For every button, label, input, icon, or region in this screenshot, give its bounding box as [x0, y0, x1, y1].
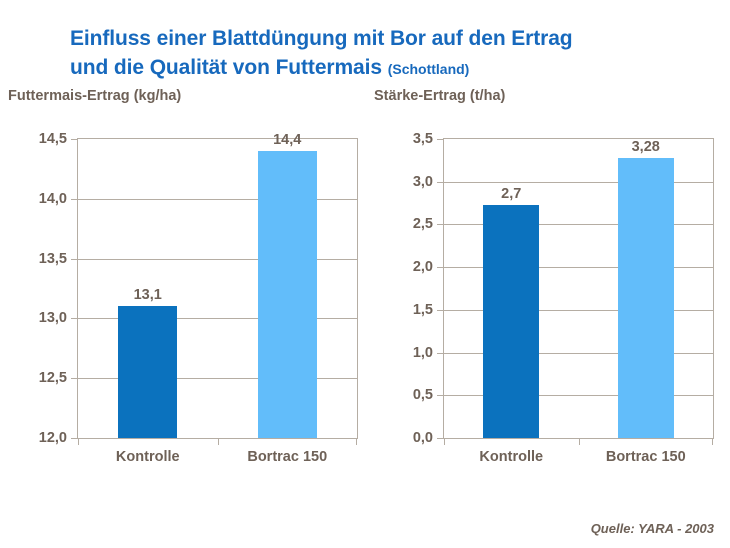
category-tick: [217, 438, 219, 445]
gridline: [78, 378, 357, 380]
gridline: [444, 309, 713, 311]
title-region: (Schottland): [387, 61, 470, 77]
y-axis-tick-label: 12,5: [39, 370, 78, 386]
y-axis-tick-label: 1,5: [413, 302, 444, 318]
title-line-1: Einfluss einer Blattdüngung mit Bor auf …: [70, 27, 573, 50]
gridline: [78, 318, 357, 320]
plot-area: Kontrolle Bortrac 150 12,0 12,5 13,0 13,5 14,…: [39, 131, 358, 465]
gridline: [444, 181, 713, 183]
chart-staerke-ertrag: Stärke-Ertrag (t/ha) Kontrolle Bortrac 15…: [372, 88, 720, 491]
plot-area: Kontrolle Bortrac 150 0,0 0,5 1,0 1,5 2,0 2,5 3…: [413, 131, 714, 465]
category-axis: Kontrolle Bortrac 150: [78, 438, 357, 490]
source-note: Quelle: YARA - 2003: [590, 521, 714, 536]
page-title: Einfluss einer Blattdüngung mit Bor auf …: [70, 24, 700, 84]
y-axis-tick-label: 14,5: [39, 131, 78, 147]
y-axis-tick-label: 3,5: [413, 131, 444, 147]
y-axis-tick-label: 3,0: [413, 174, 444, 190]
gridline: [444, 224, 713, 226]
chart-title: Stärke-Ertrag (t/ha): [374, 88, 506, 104]
gridline: [444, 395, 713, 397]
category-tick: [78, 438, 79, 445]
title-line-2: und die Qualität von Futtermais: [70, 56, 382, 79]
gridline: [78, 198, 357, 200]
category-label: Bortrac 150: [247, 449, 328, 465]
gridline: [444, 267, 713, 269]
y-axis-tick-label: 0,0: [413, 430, 444, 446]
y-axis-tick-label: 1,0: [413, 345, 444, 361]
category-tick: [444, 438, 445, 445]
bar-value-label: 14,4: [273, 131, 302, 148]
bar-value-label: 13,1: [133, 287, 162, 304]
category-label: Kontrolle: [479, 449, 544, 465]
bar-value-label: 3,28: [631, 138, 660, 155]
bar-bortrac-150: 14,4: [257, 132, 317, 438]
category-axis: Kontrolle Bortrac 150: [444, 438, 713, 490]
bar-kontrolle: 2,7: [483, 186, 540, 438]
chart-futtermais-ertrag: Futtermais-Ertrag (kg/ha) Kontrolle Bortr…: [6, 88, 358, 491]
y-axis-tick-label: 0,5: [413, 387, 444, 403]
y-axis-tick-label: 14,0: [39, 191, 78, 207]
y-axis-tick-label: 12,0: [39, 430, 78, 446]
bar-bortrac-150: 3,28: [617, 139, 674, 438]
gridline: [444, 352, 713, 354]
category-tick: [578, 438, 580, 445]
y-axis-tick-label: 13,5: [39, 251, 78, 267]
category-label: Kontrolle: [115, 449, 180, 465]
category-tick: [712, 438, 713, 445]
category-tick: [356, 438, 357, 445]
gridline: [78, 258, 357, 260]
y-axis-tick-label: 13,0: [39, 310, 78, 326]
bar-kontrolle: 13,1: [118, 287, 178, 438]
category-label: Bortrac 150: [605, 449, 686, 465]
y-axis-tick-label: 2,0: [413, 259, 444, 275]
bar-value-label: 2,7: [501, 185, 522, 202]
chart-title: Futtermais-Ertrag (kg/ha): [8, 88, 182, 104]
y-axis-tick-label: 2,5: [413, 216, 444, 232]
